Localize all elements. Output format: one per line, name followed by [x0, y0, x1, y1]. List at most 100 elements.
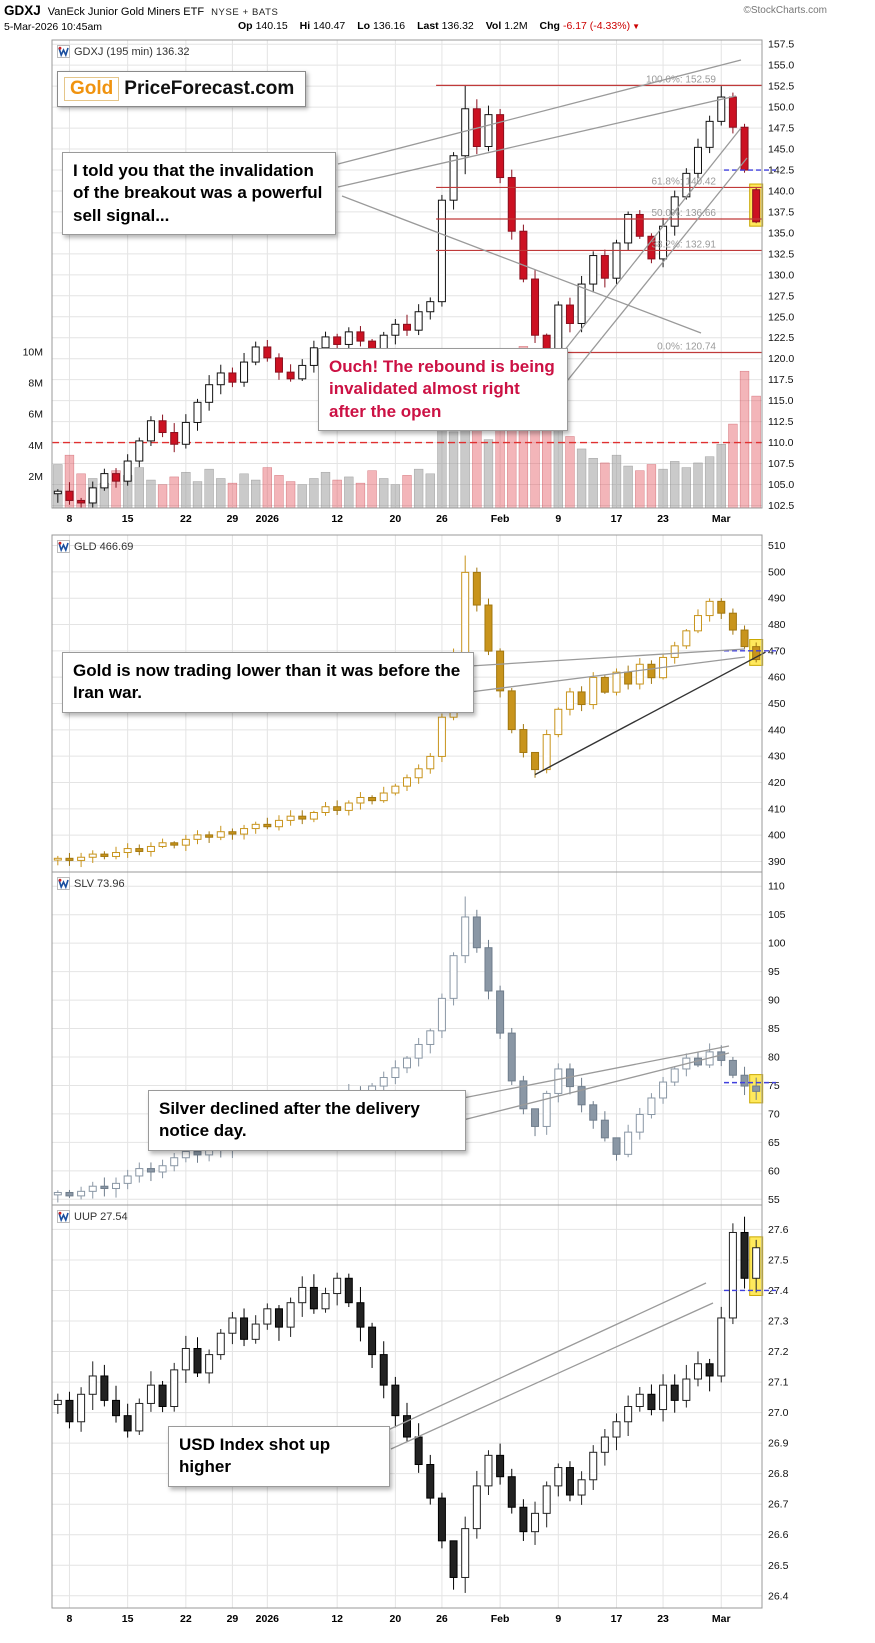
- svg-text:29: 29: [227, 513, 239, 525]
- svg-text:100.0%: 152.59: 100.0%: 152.59: [646, 74, 716, 85]
- svg-text:480: 480: [768, 619, 786, 631]
- svg-text:420: 420: [768, 777, 786, 789]
- svg-text:105.0: 105.0: [768, 479, 794, 491]
- svg-text:440: 440: [768, 724, 786, 736]
- open-label: Op: [238, 20, 253, 32]
- svg-text:Mar: Mar: [712, 1613, 731, 1625]
- slv-label-text: SLV 73.96: [74, 877, 125, 890]
- svg-text:6M: 6M: [28, 409, 43, 421]
- chart-header: GDXJ VanEck Junior Gold Miners ETF NYSE …: [4, 3, 278, 18]
- svg-text:26.8: 26.8: [768, 1468, 789, 1480]
- svg-text:95: 95: [768, 966, 780, 978]
- svg-text:26.9: 26.9: [768, 1438, 789, 1450]
- stockcharts-logo-icon: [57, 877, 70, 890]
- svg-text:2026: 2026: [256, 513, 280, 525]
- svg-text:10M: 10M: [23, 347, 43, 359]
- svg-text:2026: 2026: [256, 1613, 280, 1625]
- ohlc-quote-strip: Op 140.15 Hi 140.47 Lo 136.16 Last 136.32 Vo…: [238, 20, 640, 32]
- ticker-name: VanEck Junior Gold Miners ETF: [47, 6, 205, 18]
- panel-gdxj: 102.5105.0107.5110.0112.5115.0117.5120.0…: [23, 39, 795, 525]
- svg-text:8: 8: [67, 513, 73, 525]
- svg-text:100: 100: [768, 938, 786, 950]
- stockcharts-logo-icon: [57, 45, 70, 58]
- change-label: Chg: [539, 20, 560, 32]
- svg-text:400: 400: [768, 830, 786, 842]
- last-label: Last: [417, 20, 439, 32]
- svg-text:20: 20: [390, 1613, 402, 1625]
- high-value: 140.47: [313, 20, 346, 32]
- svg-text:85: 85: [768, 1023, 780, 1035]
- svg-text:55: 55: [768, 1194, 780, 1206]
- svg-text:110: 110: [768, 881, 785, 893]
- svg-text:9: 9: [555, 513, 561, 525]
- svg-text:110.0: 110.0: [768, 437, 794, 449]
- volume-label: Vol: [485, 20, 502, 32]
- svg-text:Feb: Feb: [491, 513, 510, 525]
- ticker-symbol: GDXJ: [4, 3, 41, 18]
- svg-text:26.7: 26.7: [768, 1499, 789, 1511]
- svg-text:27.3: 27.3: [768, 1316, 789, 1328]
- svg-text:8: 8: [67, 1613, 73, 1625]
- svg-text:135.0: 135.0: [768, 227, 794, 239]
- uup-panel-label: UUP 27.54: [57, 1210, 128, 1223]
- svg-text:105: 105: [768, 909, 786, 921]
- svg-text:90: 90: [768, 995, 780, 1007]
- svg-text:117.5: 117.5: [768, 374, 794, 386]
- svg-text:12: 12: [331, 513, 343, 525]
- svg-text:127.5: 127.5: [768, 290, 794, 302]
- svg-text:27.4: 27.4: [768, 1285, 789, 1297]
- svg-text:4M: 4M: [28, 440, 43, 452]
- stockcharts-credit: ©StockCharts.com: [743, 5, 827, 16]
- gdxj-panel-label: GDXJ (195 min) 136.32: [57, 45, 190, 58]
- svg-text:125.0: 125.0: [768, 311, 794, 323]
- low-label: Lo: [357, 20, 371, 32]
- svg-text:0.0%: 120.74: 0.0%: 120.74: [657, 342, 716, 353]
- annotation-rebound-invalidated: Ouch! The rebound is being invalidated a…: [318, 348, 568, 432]
- svg-text:26: 26: [436, 513, 448, 525]
- svg-text:50.0%: 136.66: 50.0%: 136.66: [652, 208, 717, 219]
- svg-text:120.0: 120.0: [768, 353, 794, 365]
- svg-text:152.5: 152.5: [768, 81, 794, 93]
- svg-text:75: 75: [768, 1080, 780, 1092]
- svg-text:17: 17: [611, 513, 623, 525]
- svg-text:510: 510: [768, 540, 786, 552]
- volume-value: 1.2M: [504, 20, 528, 32]
- logo-gold-text: Gold: [64, 77, 120, 101]
- last-value: 136.32: [441, 20, 474, 32]
- annotation-gold-lower: Gold is now trading lower than it was be…: [62, 652, 474, 713]
- svg-text:27.6: 27.6: [768, 1224, 789, 1236]
- svg-text:8M: 8M: [28, 378, 43, 390]
- svg-text:17: 17: [611, 1613, 623, 1625]
- annotation-silver-declined: Silver declined after the delivery notic…: [148, 1090, 466, 1151]
- svg-text:155.0: 155.0: [768, 60, 794, 72]
- svg-text:22: 22: [180, 513, 192, 525]
- svg-text:29: 29: [227, 1613, 239, 1625]
- stockcharts-logo-icon: [57, 540, 70, 553]
- svg-text:26.6: 26.6: [768, 1529, 789, 1541]
- svg-text:9: 9: [555, 1613, 561, 1625]
- svg-text:102.5: 102.5: [768, 500, 794, 512]
- svg-text:26: 26: [436, 1613, 448, 1625]
- callout-leader-lines: [337, 59, 748, 1450]
- svg-text:140.0: 140.0: [768, 185, 794, 197]
- panel-uup: 26.4 26.5 26.6 26.7 26.8 26.9 27.0 27.1 27.2 27.3…: [51, 1204, 789, 1625]
- svg-text:15: 15: [122, 513, 134, 525]
- svg-text:430: 430: [768, 751, 786, 763]
- svg-text:137.5: 137.5: [768, 206, 794, 218]
- svg-text:390: 390: [768, 856, 786, 868]
- svg-text:Feb: Feb: [491, 1613, 510, 1625]
- svg-text:460: 460: [768, 672, 786, 684]
- uup-label-text: UUP 27.54: [74, 1210, 128, 1223]
- svg-text:26.5: 26.5: [768, 1560, 789, 1572]
- change-down-arrow-icon: ▼: [632, 22, 640, 31]
- slv-panel-label: SLV 73.96: [57, 877, 125, 890]
- svg-text:150.0: 150.0: [768, 102, 794, 114]
- panel-slv: 55 60 65 70 75 80 85 90 95 100 105 110: [51, 871, 786, 1206]
- svg-text:147.5: 147.5: [768, 123, 794, 135]
- goldpriceforecast-logo: Gold PriceForecast.com: [57, 71, 307, 107]
- svg-text:12: 12: [331, 1613, 343, 1625]
- svg-text:22: 22: [180, 1613, 192, 1625]
- svg-text:23: 23: [657, 1613, 669, 1625]
